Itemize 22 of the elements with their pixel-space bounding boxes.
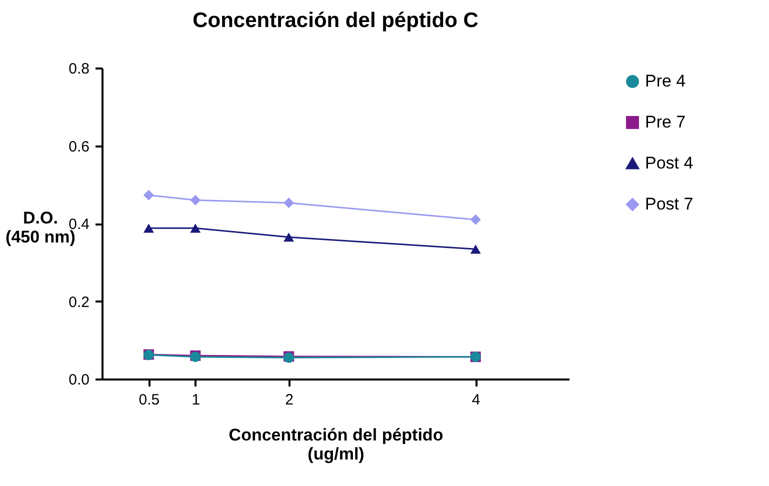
point <box>470 244 481 254</box>
y-tick-label: 0.6 <box>68 138 90 156</box>
legend-label: Pre 7 <box>645 112 686 132</box>
chart-title: Concentración del péptido C <box>192 9 478 32</box>
x-tick-label: 2 <box>285 392 294 408</box>
legend-label: Pre 4 <box>645 72 686 90</box>
point <box>143 190 154 200</box>
y-tick-label: 0.2 <box>68 294 90 311</box>
y-tick-label: 0.8 <box>68 60 90 78</box>
legend-label: Post 7 <box>645 194 694 214</box>
point <box>284 198 294 208</box>
point <box>284 232 294 242</box>
x-axis-title: Concentración del péptido (ug/ml) <box>228 426 444 464</box>
legend-label: Post 4 <box>645 154 694 172</box>
y-tick-label: 0.0 <box>68 372 90 388</box>
point <box>143 224 154 233</box>
point <box>470 214 481 225</box>
point <box>190 194 201 206</box>
x-tick-label: 1 <box>192 392 200 408</box>
point <box>190 224 201 233</box>
x-tick-label: 0.5 <box>138 392 160 408</box>
x-tick-label: 4 <box>472 392 480 408</box>
